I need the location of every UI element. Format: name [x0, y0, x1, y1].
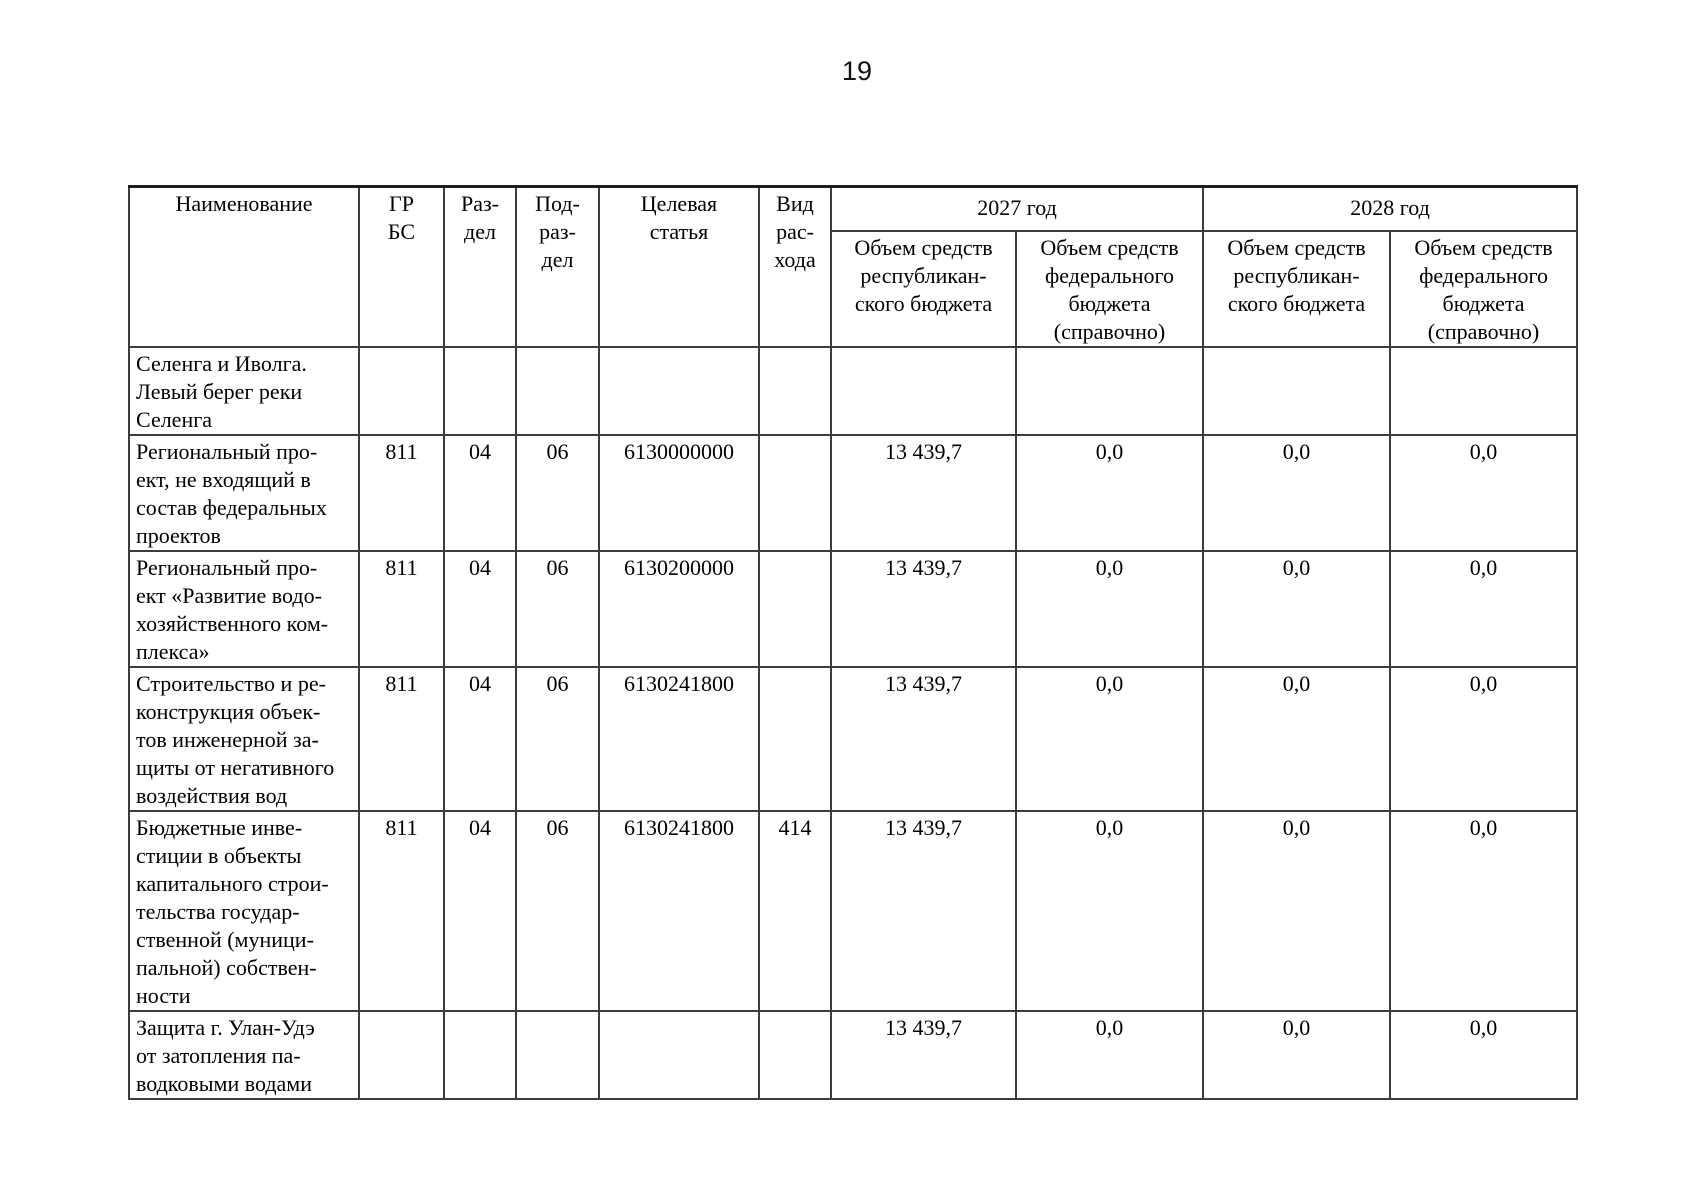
cell-expense-type	[758, 665, 832, 812]
col-header-razdel: Раз- дел	[443, 185, 517, 348]
table-row: Защита г. Улан-Удэ от затопления па- вод…	[128, 1009, 1579, 1100]
table-row: Бюджетные инве- стиции в объекты капитал…	[128, 809, 1579, 1012]
cell-grbs: 811	[358, 433, 445, 552]
cell-grbs	[358, 1009, 445, 1100]
col-header-2028-republican: Объем средств республикан- ского бюджета	[1202, 229, 1392, 348]
col-header-expense-type: Вид рас- хода	[758, 185, 832, 348]
cell-2028-republican: 0,0	[1202, 665, 1392, 812]
cell-2027-federal: 0,0	[1014, 433, 1205, 552]
cell-target-article	[598, 345, 760, 436]
cell-2028-federal: 0,0	[1389, 665, 1579, 812]
cell-2027-republican: 13 439,7	[830, 1009, 1017, 1100]
cell-name: Строительство и ре- конструкция объек- т…	[128, 665, 360, 812]
cell-2028-federal: 0,0	[1389, 1009, 1579, 1100]
cell-grbs: 811	[358, 665, 445, 812]
col-header-year-2027: 2027 год	[829, 185, 1205, 232]
cell-expense-type	[758, 345, 832, 436]
cell-2028-federal: 0,0	[1389, 433, 1579, 552]
table-row: Региональный про- ект, не входящий в сос…	[128, 433, 1579, 552]
cell-grbs: 811	[358, 809, 445, 1012]
cell-2027-republican: 13 439,7	[830, 665, 1017, 812]
col-header-podrazdel: Под- раз- дел	[515, 185, 600, 348]
budget-table: Наименование ГР БС Раз- дел Под- раз- де…	[128, 185, 1579, 1100]
cell-name: Региональный про- ект «Развитие водо- хо…	[128, 549, 360, 668]
cell-grbs: 811	[358, 549, 445, 668]
cell-razdel	[443, 345, 517, 436]
cell-name: Селенга и Иволга. Левый берег реки Селен…	[128, 345, 360, 436]
cell-2028-federal: 0,0	[1389, 809, 1579, 1012]
cell-podrazdel: 06	[515, 809, 600, 1012]
cell-2028-federal	[1389, 345, 1579, 436]
cell-razdel: 04	[443, 433, 517, 552]
col-header-year-2028: 2028 год	[1202, 185, 1579, 232]
cell-podrazdel	[515, 1009, 600, 1100]
table-row: Региональный про- ект «Развитие водо- хо…	[128, 549, 1579, 668]
col-header-2027-federal: Объем средств федерального бюджета (спра…	[1014, 229, 1205, 348]
col-header-2027-republican: Объем средств республикан- ского бюджета	[830, 229, 1017, 348]
header-row-main: Наименование ГР БС Раз- дел Под- раз- де…	[128, 185, 1579, 348]
cell-target-article: 6130000000	[598, 433, 760, 552]
cell-2027-federal: 0,0	[1014, 665, 1205, 812]
cell-2028-republican: 0,0	[1202, 549, 1392, 668]
cell-2027-republican	[830, 345, 1017, 436]
table-row: Селенга и Иволга. Левый берег реки Селен…	[128, 345, 1579, 436]
cell-target-article: 6130200000	[598, 549, 760, 668]
cell-2028-republican: 0,0	[1202, 433, 1392, 552]
cell-2028-republican	[1202, 345, 1392, 436]
cell-name: Бюджетные инве- стиции в объекты капитал…	[128, 809, 360, 1012]
cell-grbs	[358, 345, 445, 436]
table-row: Строительство и ре- конструкция объек- т…	[128, 665, 1579, 812]
cell-podrazdel: 06	[515, 433, 600, 552]
cell-2027-republican: 13 439,7	[830, 549, 1017, 668]
cell-expense-type	[758, 433, 832, 552]
cell-expense-type	[758, 1009, 832, 1100]
cell-razdel	[443, 1009, 517, 1100]
col-header-grbs: ГР БС	[358, 185, 445, 348]
cell-razdel: 04	[443, 809, 517, 1012]
page-number: 19	[842, 56, 873, 86]
cell-2027-federal: 0,0	[1014, 1009, 1205, 1100]
cell-2027-federal: 0,0	[1014, 549, 1205, 668]
cell-name: Защита г. Улан-Удэ от затопления па- вод…	[128, 1009, 360, 1100]
cell-2027-federal: 0,0	[1014, 809, 1205, 1012]
header-row-sub: Объем средств республикан- ского бюджета…	[129, 229, 1579, 348]
cell-2027-federal	[1014, 345, 1205, 436]
cell-2028-republican: 0,0	[1202, 1009, 1392, 1100]
cell-target-article	[598, 1009, 760, 1100]
cell-2027-republican: 13 439,7	[830, 809, 1017, 1012]
cell-podrazdel	[515, 345, 600, 436]
col-header-name: Наименование	[128, 185, 360, 348]
cell-razdel: 04	[443, 549, 517, 668]
col-header-2028-federal: Объем средств федерального бюджета (спра…	[1389, 229, 1579, 348]
cell-podrazdel: 06	[515, 549, 600, 668]
cell-2027-republican: 13 439,7	[830, 433, 1017, 552]
cell-podrazdel: 06	[515, 665, 600, 812]
cell-2028-federal: 0,0	[1389, 549, 1579, 668]
cell-razdel: 04	[443, 665, 517, 812]
col-header-target-article: Целевая статья	[598, 185, 760, 348]
cell-expense-type	[758, 549, 832, 668]
cell-name: Региональный про- ект, не входящий в сос…	[128, 433, 360, 552]
cell-2028-republican: 0,0	[1202, 809, 1392, 1012]
cell-expense-type: 414	[758, 809, 832, 1012]
cell-target-article: 6130241800	[598, 665, 760, 812]
cell-target-article: 6130241800	[598, 809, 760, 1012]
